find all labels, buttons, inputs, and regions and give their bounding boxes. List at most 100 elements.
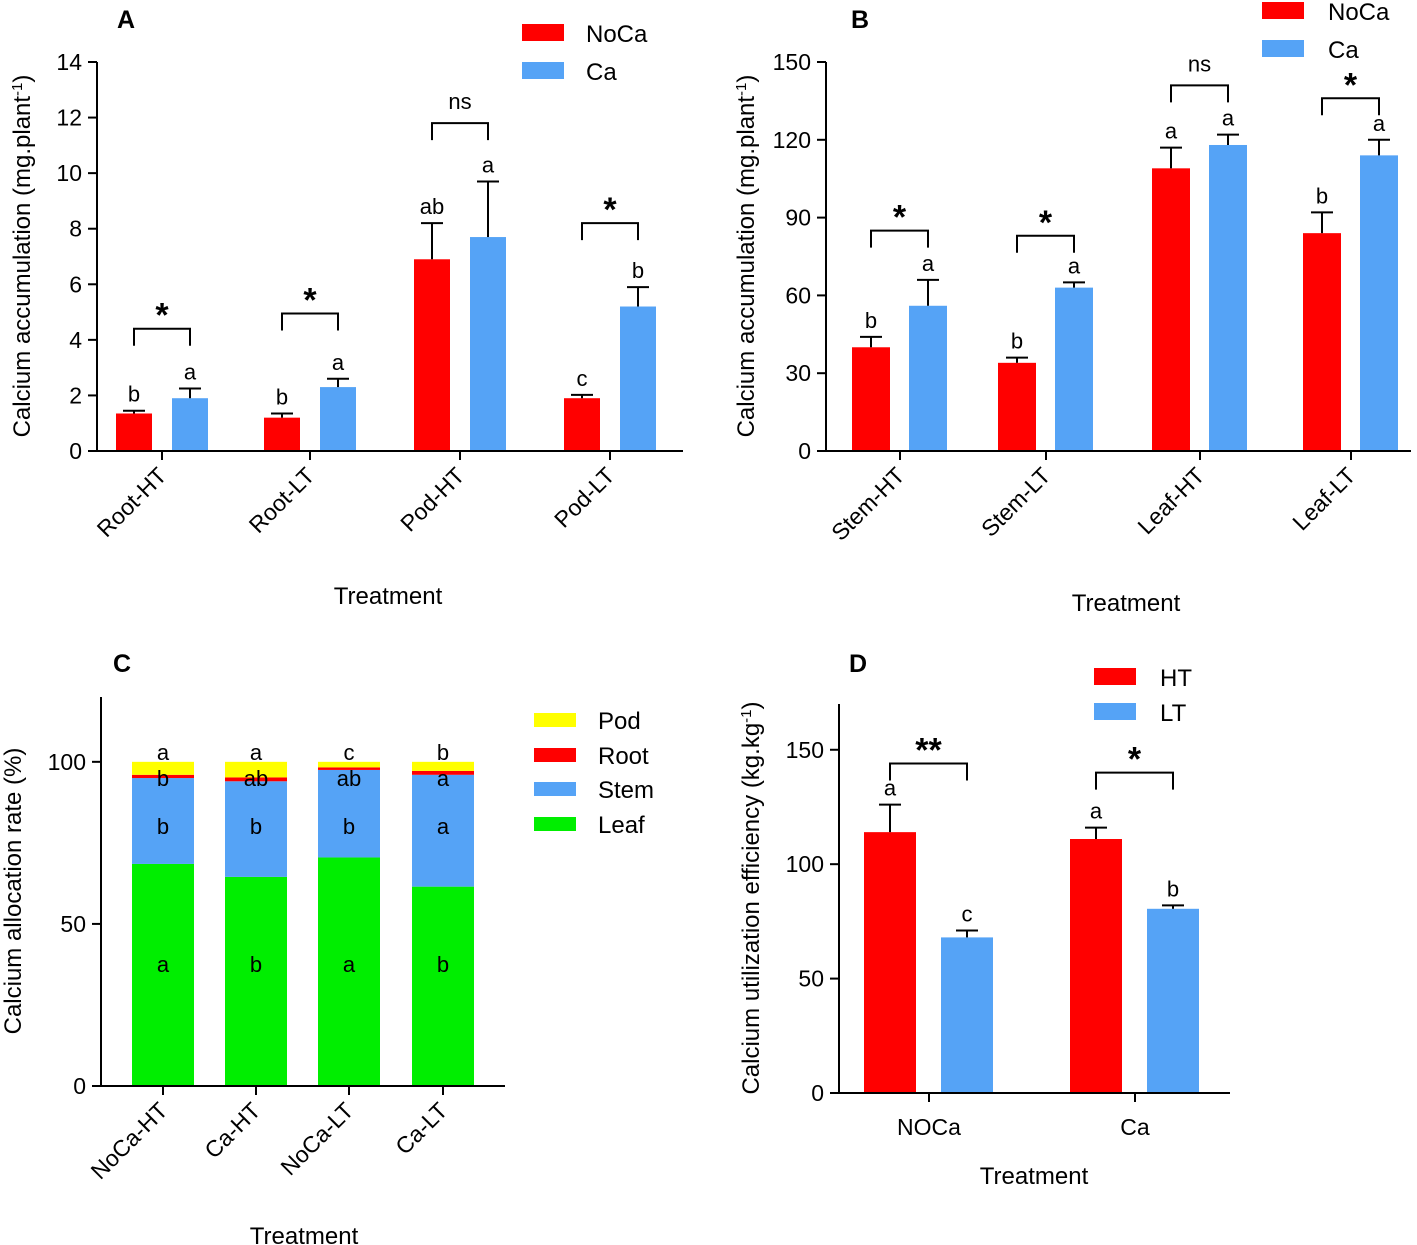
y-tick-label: 60 [785,282,811,308]
panel-d-x-title: Treatment [980,1163,1089,1190]
panel-b-label: B [851,6,869,34]
panel-b-legend: NoCa Ca [1262,0,1390,64]
significance-letter-stem: b [343,814,355,839]
legend-label-ca: Ca [1328,37,1359,64]
panel-c-legend: Pod Root Stem Leaf [534,708,654,839]
panel-d-legend: HT LT [1094,665,1192,727]
bar-noca [564,398,600,451]
significance-letter: a [1373,111,1386,136]
x-tick-label: Leaf-HT [1132,462,1209,539]
significance-letter-stem: a [437,814,450,839]
stack-segment-stem [318,769,380,858]
y-tick-label: 8 [69,216,82,242]
legend-label-ca: Ca [586,59,617,86]
panel-a-x-title: Treatment [334,583,443,610]
significance-marker: ns [1188,51,1211,76]
x-tick-label: Root-LT [244,462,320,538]
stack-segment-leaf [225,876,287,1086]
bar-ht [864,832,916,1093]
significance-bracket [870,229,929,248]
significance-letter: a [922,251,935,276]
y-tick-label: 30 [785,360,811,386]
significance-letter: b [1011,329,1023,354]
significance-letter: b [865,308,877,333]
bar-noca [998,362,1036,451]
significance-bracket [431,122,489,141]
bar-ca [172,398,208,451]
legend-swatch-leaf [534,817,576,831]
significance-letter: ab [420,194,444,219]
significance-marker: * [1344,66,1358,104]
y-tick-label: 2 [69,382,82,408]
stack-segment-pod [318,761,380,768]
panel-c-label: C [113,650,131,678]
significance-bracket [1016,234,1075,253]
x-tick-label: Ca-LT [390,1097,452,1159]
significance-letter: b [1167,876,1179,901]
legend-label-ht: HT [1160,665,1192,692]
bar-ca [909,305,947,451]
x-tick-label: Root-HT [92,462,172,542]
significance-bracket [1095,771,1174,790]
legend-swatch-lt [1094,703,1136,720]
y-tick-label: 4 [69,327,82,353]
significance-letter-root: ab [244,766,268,791]
significance-letter-leaf: b [437,952,449,977]
significance-bracket [281,312,339,331]
bar-noca [852,347,890,451]
y-tick-label: 150 [773,49,811,75]
significance-marker: * [893,199,907,237]
y-tick-label: 50 [60,911,86,937]
y-tick-label: 6 [69,271,82,297]
significance-letter-leaf: a [157,952,170,977]
significance-letter: b [1316,183,1328,208]
significance-letter: a [482,152,495,177]
panel-b-x-title: Treatment [1072,590,1181,617]
significance-marker: * [1128,741,1142,779]
stack-segment-pod [132,761,194,775]
significance-letter-stem: b [157,814,169,839]
y-tick-label: 90 [785,205,811,231]
x-tick-label: Leaf-LT [1287,462,1360,535]
y-tick-label: 12 [56,105,82,131]
bar-ca [1360,155,1398,452]
legend-label-stem: Stem [598,777,654,804]
bar-ca [320,387,356,451]
significance-letter: a [884,776,897,801]
significance-marker: * [603,191,617,229]
significance-letter: c [962,902,973,927]
stack-segment-leaf [318,857,380,1086]
significance-letter-root: ab [337,766,361,791]
x-tick-label: Pod-LT [549,462,620,533]
significance-letter: c [577,366,588,391]
panel-d-y-title: Calcium utilization efficiency (kg.kg-1) [738,701,766,1094]
bar-noca [1303,233,1341,451]
bar-ht [1070,839,1122,1093]
stack-segment-root [225,777,287,782]
stack-segment-stem [132,778,194,864]
significance-bracket [1170,84,1229,103]
stack-segment-leaf [132,863,194,1086]
significance-marker: * [155,297,169,335]
bar-noca [116,413,152,451]
significance-letter-pod: a [250,740,263,765]
panel-b: B b a * b a * a a ns b a * 0 30 60 90 120 150 Stem-HT Ste… [733,0,1411,617]
panel-a-y-title: Calcium accumulation (mg.plant-1) [9,75,37,438]
bar-ca [620,306,656,451]
significance-letter-pod: c [344,740,355,765]
panel-a-legend: NoCa Ca [522,21,648,86]
stack-segment-leaf [412,886,474,1086]
legend-swatch-noca [522,24,564,41]
significance-letter-leaf: a [343,952,356,977]
y-tick-label: 0 [73,1073,86,1099]
x-tick-label: Stem-HT [826,462,909,545]
significance-letter-pod: b [437,740,449,765]
significance-bracket [889,762,968,781]
significance-letter: a [1068,253,1081,278]
y-tick-label: 150 [786,737,824,763]
y-tick-label: 10 [56,160,82,186]
legend-label-noca: NoCa [1328,0,1390,26]
x-tick-label: NoCa-LT [275,1097,358,1180]
x-tick-label: Pod-HT [395,462,469,536]
